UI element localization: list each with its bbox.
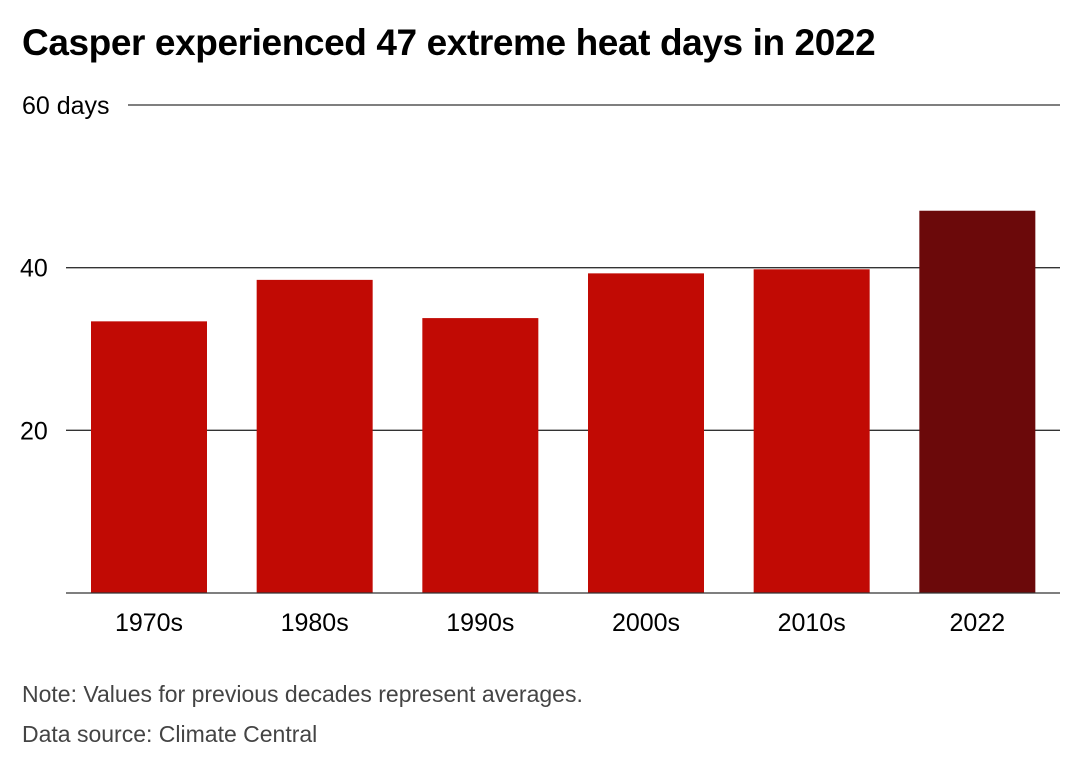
chart-note: Note: Values for previous decades repres… (22, 681, 583, 707)
bars (91, 210, 1036, 593)
x-tick-label-2022: 2022 (950, 609, 1006, 637)
x-tick-label-1970s: 1970s (115, 609, 183, 637)
chart-title: Casper experienced 47 extreme heat days … (22, 22, 876, 63)
y-axis-tick-labels: 20 40 60 days (20, 92, 110, 445)
x-tick-label-1980s: 1980s (281, 609, 349, 637)
y-tick-label-40: 40 (20, 255, 48, 283)
bar-1980s (256, 279, 373, 593)
data-source: Data source: Climate Central (22, 721, 318, 747)
bar-chart: 20 40 60 days 1970s 1980s 1990s 2000s 2010s 202… (20, 92, 1060, 637)
x-tick-label-1990s: 1990s (446, 609, 514, 637)
y-tick-label-20: 20 (20, 417, 48, 445)
bar-2010s (753, 269, 870, 593)
x-axis-tick-labels: 1970s 1980s 1990s 2000s 2010s 2022 (115, 609, 1005, 637)
x-tick-label-2000s: 2000s (612, 609, 680, 637)
x-tick-label-2010s: 2010s (778, 609, 846, 637)
bar-1990s (422, 318, 539, 593)
bar-2022 (919, 210, 1036, 593)
y-tick-label-60: 60 days (22, 92, 110, 120)
gridlines (66, 104, 1060, 431)
bar-1970s (91, 321, 207, 593)
bar-2000s (588, 273, 704, 593)
